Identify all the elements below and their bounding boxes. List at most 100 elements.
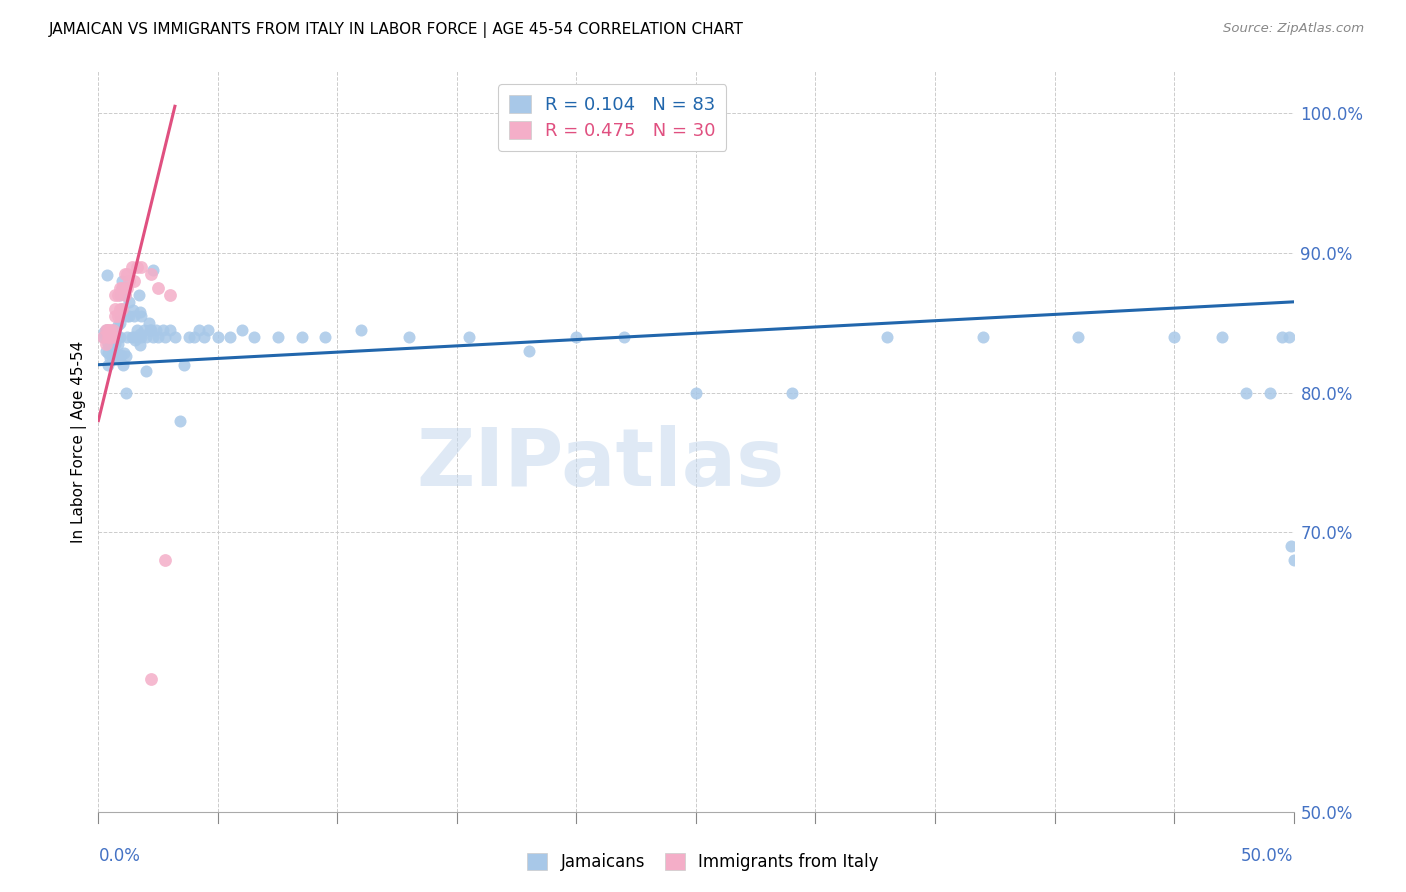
Point [112, 345, 135, 359]
Point [876, 330, 898, 344]
Point [96, 346, 118, 360]
Point [97, 336, 120, 351]
Point [104, 336, 127, 351]
Point [125, 323, 148, 337]
Point [129, 338, 152, 352]
Point [104, 288, 127, 302]
Point [98, 330, 122, 344]
Point [96, 268, 118, 283]
Point [315, 330, 337, 344]
Point [128, 305, 150, 319]
Point [107, 336, 129, 351]
Point [115, 386, 138, 401]
Point [1211, 330, 1233, 344]
Point [96, 323, 118, 337]
Point [115, 349, 138, 363]
Point [94, 323, 117, 337]
Point [111, 281, 134, 295]
Point [145, 323, 167, 337]
Point [1234, 385, 1257, 400]
Point [1163, 330, 1185, 344]
Point [104, 301, 127, 316]
Point [118, 274, 141, 288]
Point [111, 274, 134, 288]
Point [131, 260, 153, 274]
Point [101, 343, 124, 358]
Point [565, 330, 588, 344]
Point [685, 385, 707, 400]
Point [118, 309, 141, 323]
Point [101, 323, 124, 337]
Point [115, 281, 138, 295]
Point [93, 325, 115, 339]
Point [114, 281, 136, 295]
Point [98, 351, 122, 365]
Text: Source: ZipAtlas.com: Source: ZipAtlas.com [1223, 22, 1364, 36]
Point [138, 316, 160, 330]
Point [139, 323, 162, 337]
Text: 0.0%: 0.0% [98, 847, 141, 864]
Point [207, 330, 229, 344]
Point [155, 553, 177, 567]
Point [138, 323, 160, 337]
Point [97, 358, 120, 372]
Point [107, 288, 129, 302]
Point [124, 309, 146, 323]
Point [197, 323, 219, 337]
Point [173, 358, 195, 372]
Point [115, 330, 138, 344]
Point [142, 330, 165, 344]
Point [231, 323, 253, 337]
Point [135, 330, 157, 344]
Point [93, 329, 115, 343]
Point [114, 267, 136, 281]
Point [111, 301, 134, 316]
Point [107, 309, 129, 323]
Legend: Jamaicans, Immigrants from Italy: Jamaicans, Immigrants from Italy [519, 845, 887, 880]
Point [108, 281, 131, 295]
Point [114, 288, 136, 302]
Point [107, 318, 129, 332]
Point [142, 262, 165, 277]
Point [107, 330, 129, 344]
Point [179, 330, 201, 344]
Point [152, 323, 174, 337]
Point [613, 330, 636, 344]
Point [159, 288, 181, 302]
Point [163, 330, 186, 344]
Point [115, 267, 138, 281]
Point [128, 327, 150, 342]
Point [122, 302, 145, 317]
Point [101, 330, 124, 344]
Point [124, 330, 146, 344]
Point [104, 330, 127, 344]
Point [94, 336, 117, 351]
Text: 50.0%: 50.0% [1241, 847, 1294, 864]
Point [104, 323, 127, 337]
Point [458, 330, 481, 344]
Point [124, 333, 146, 347]
Point [108, 301, 131, 316]
Point [97, 330, 120, 344]
Point [128, 288, 150, 302]
Point [148, 330, 170, 344]
Point [101, 323, 124, 337]
Point [1258, 385, 1281, 400]
Point [350, 323, 373, 337]
Point [114, 288, 136, 302]
Point [91, 330, 114, 344]
Point [291, 330, 314, 344]
Point [1278, 330, 1301, 344]
Point [1067, 330, 1090, 344]
Point [398, 330, 420, 344]
Point [780, 385, 803, 400]
Point [243, 330, 266, 344]
Point [972, 330, 994, 344]
Text: JAMAICAN VS IMMIGRANTS FROM ITALY IN LABOR FORCE | AGE 45-54 CORRELATION CHART: JAMAICAN VS IMMIGRANTS FROM ITALY IN LAB… [49, 22, 744, 38]
Point [139, 267, 162, 281]
Point [97, 336, 120, 351]
Point [107, 351, 129, 365]
Point [94, 343, 117, 358]
Point [110, 348, 132, 362]
Point [91, 330, 114, 344]
